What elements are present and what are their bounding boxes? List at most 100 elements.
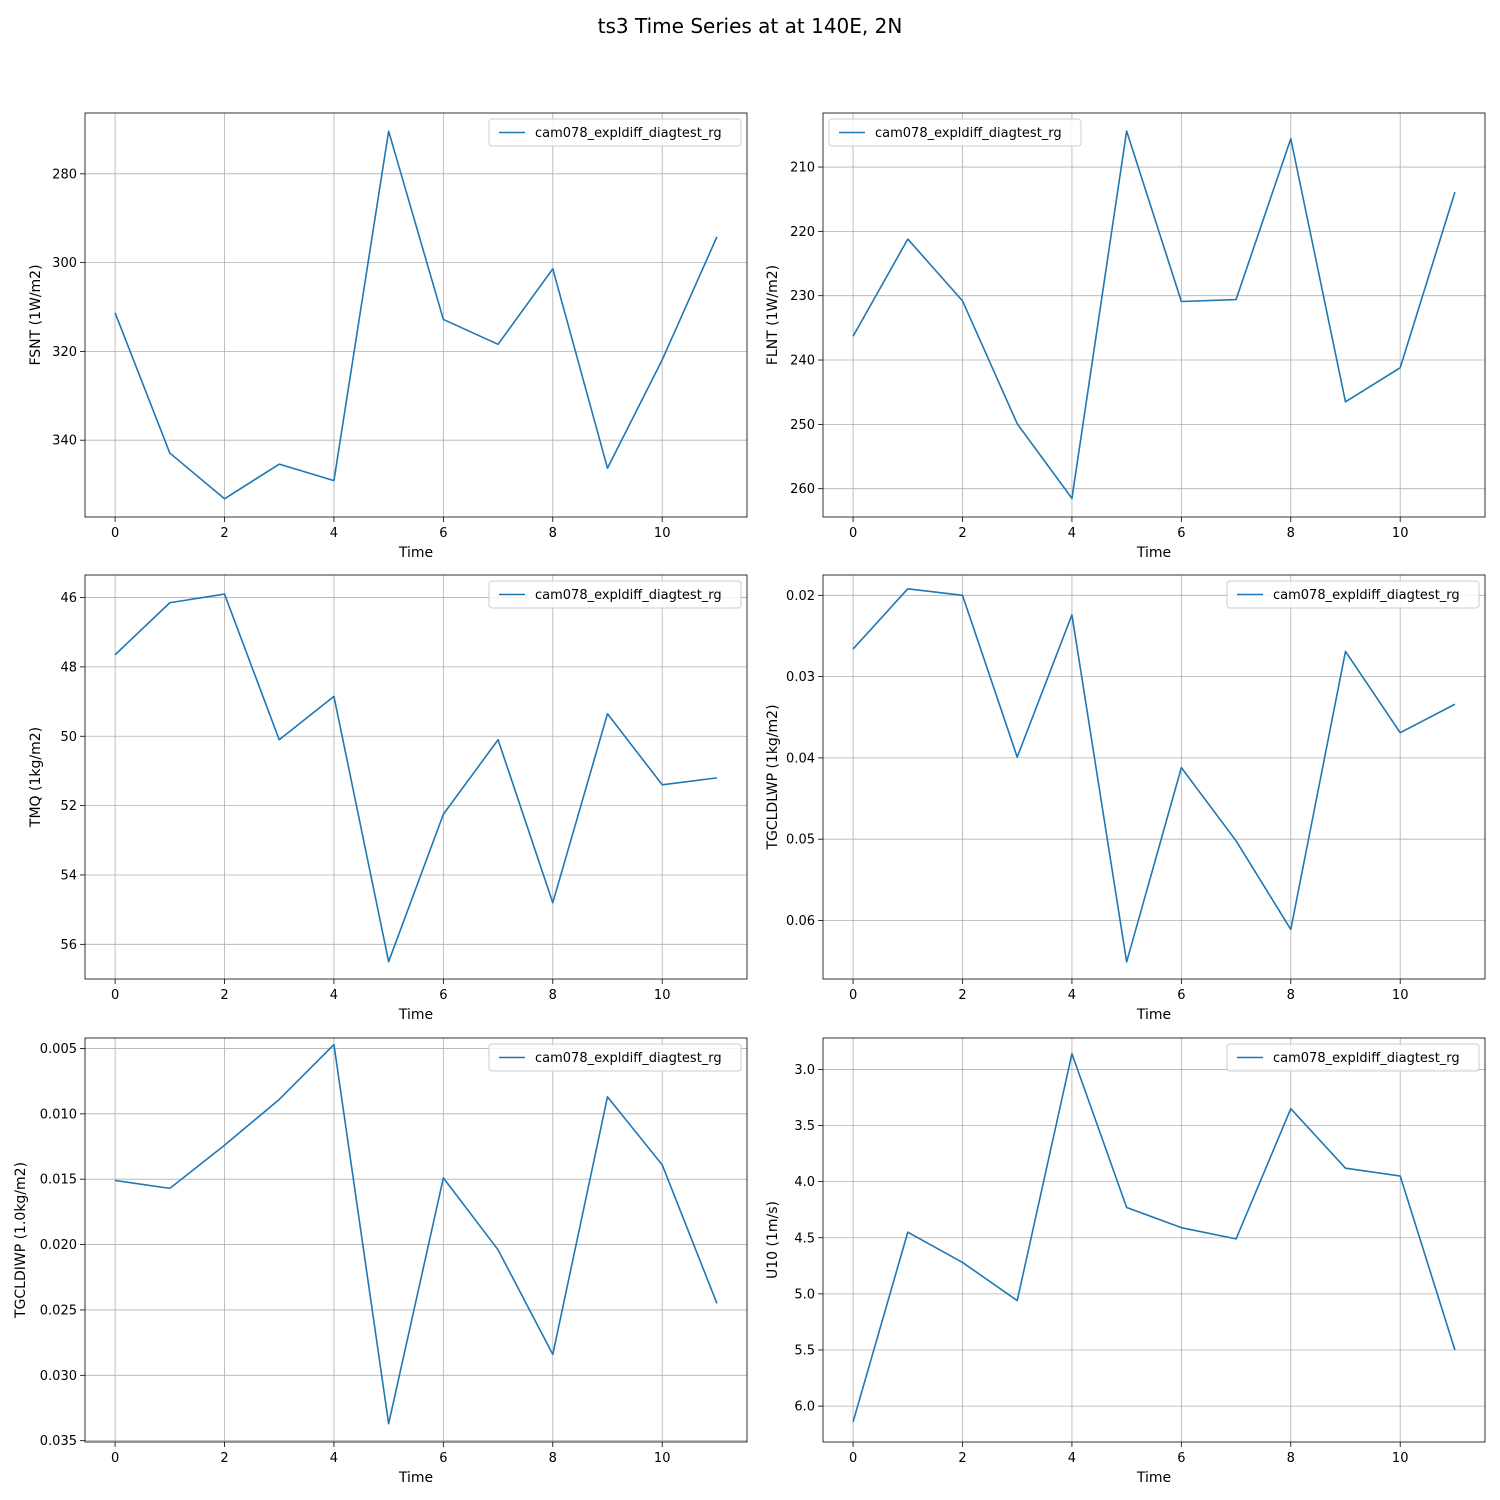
y-tick-label: 6.0 [794, 1400, 815, 1415]
x-tick-label: 2 [220, 988, 228, 1003]
legend-box [828, 118, 1082, 147]
y-tick-label: 340 [52, 434, 77, 449]
x-tick-label: 6 [1177, 1451, 1185, 1466]
y-tick-label: 0.035 [40, 1434, 77, 1449]
series-line-1 [852, 1052, 1456, 1423]
x-tick-label: 4 [330, 526, 338, 541]
y-tick-label: 5.5 [794, 1343, 815, 1358]
legend-label: cam078_expldiff_diagtest_rg [875, 126, 1062, 141]
y-tick-label: 0.06 [786, 914, 815, 929]
x-tick-label: 10 [1392, 1451, 1409, 1466]
legend-label: cam078_expldiff_diagtest_rg [1273, 588, 1460, 603]
series-line-1 [852, 588, 1456, 963]
legend-label: cam078_expldiff_diagtest_rg [535, 1051, 722, 1066]
x-tick-label: 2 [220, 526, 228, 541]
legend-label: cam078_expldiff_diagtest_rg [1273, 1051, 1460, 1066]
x-axis-label: Time [398, 1007, 433, 1023]
x-axis-label: Time [1136, 545, 1171, 561]
x-tick-label: 6 [1177, 988, 1185, 1003]
x-tick-label: 0 [111, 526, 119, 541]
x-tick-label: 4 [330, 1451, 338, 1466]
y-tick-label: 5.0 [794, 1287, 815, 1302]
x-tick-label: 8 [1287, 988, 1295, 1003]
y-tick-label: 210 [790, 161, 815, 176]
y-tick-label: 4.5 [794, 1231, 815, 1246]
y-tick-label: 0.010 [40, 1107, 77, 1122]
axes-frame [822, 112, 1486, 518]
y-tick-label: 300 [52, 256, 77, 271]
y-axis-label: TGCLDIWP (1.0kg/m2) [13, 1162, 29, 1319]
x-tick-label: 10 [1392, 526, 1409, 541]
y-tick-label: 0.015 [40, 1173, 77, 1188]
legend: cam078_expldiff_diagtest_rg [828, 118, 1082, 147]
legend-box [488, 118, 742, 147]
y-tick-label: 4.0 [794, 1175, 815, 1190]
x-tick-label: 0 [111, 1451, 119, 1466]
x-tick-label: 10 [1392, 988, 1409, 1003]
y-tick-label: 230 [790, 289, 815, 304]
x-tick-label: 0 [849, 1451, 857, 1466]
y-tick-label: 260 [790, 482, 815, 497]
y-tick-label: 0.005 [40, 1042, 77, 1057]
y-tick-label: 240 [790, 354, 815, 369]
x-tick-label: 0 [111, 988, 119, 1003]
y-tick-label: 48 [60, 660, 77, 675]
subplot-1: 0 2 4 6 8 10 280 300 320 340 Time FSNT (1W/m2) cam07… [28, 112, 748, 561]
x-axis-label: Time [1136, 1470, 1171, 1486]
axes-frame [822, 574, 1486, 980]
y-tick-label: 0.025 [40, 1303, 77, 1318]
x-tick-label: 6 [439, 988, 447, 1003]
x-axis-label: Time [398, 1470, 433, 1486]
y-tick-label: 220 [790, 225, 815, 240]
x-tick-label: 8 [1287, 1451, 1295, 1466]
x-tick-label: 6 [439, 526, 447, 541]
series-line-1 [852, 130, 1456, 500]
y-tick-label: 52 [60, 799, 77, 814]
y-tick-label: 46 [60, 591, 77, 606]
y-tick-label: 0.020 [40, 1238, 77, 1253]
series-line-1 [114, 130, 718, 500]
y-tick-label: 320 [52, 345, 77, 360]
subplot-6: 0 2 4 6 8 10 3.0 3.5 4.0 4.5 5.0 5.5 6.0 Time U10 (1m/… [765, 1037, 1486, 1486]
y-tick-label: 0.03 [786, 670, 815, 685]
x-tick-label: 8 [1287, 526, 1295, 541]
x-axis-label: Time [398, 545, 433, 561]
x-tick-label: 4 [330, 988, 338, 1003]
y-tick-label: 0.030 [40, 1369, 77, 1384]
subplot-5: 0 2 4 6 8 10 0.005 0.010 0.015 0.020 0.025 0.030 0.0… [13, 1037, 748, 1486]
legend-box [1226, 1043, 1480, 1072]
legend-label: cam078_expldiff_diagtest_rg [535, 126, 722, 141]
y-tick-label: 50 [60, 730, 77, 745]
legend-label: cam078_expldiff_diagtest_rg [535, 588, 722, 603]
legend-box [488, 1043, 742, 1072]
x-tick-label: 2 [958, 526, 966, 541]
axes-frame [84, 1037, 748, 1443]
x-tick-label: 10 [654, 526, 671, 541]
x-tick-label: 0 [849, 526, 857, 541]
x-tick-label: 10 [654, 1451, 671, 1466]
x-tick-label: 2 [958, 988, 966, 1003]
y-tick-label: 56 [60, 938, 77, 953]
x-tick-label: 10 [654, 988, 671, 1003]
series-line-1 [114, 1043, 718, 1425]
axes-frame [84, 574, 748, 980]
y-tick-label: 3.0 [794, 1063, 815, 1078]
figure-title: ts3 Time Series at at 140E, 2N [597, 14, 903, 38]
y-tick-label: 280 [52, 167, 77, 182]
y-axis-label: FSNT (1W/m2) [28, 264, 44, 365]
x-tick-label: 0 [849, 988, 857, 1003]
axes-frame [822, 1037, 1486, 1443]
legend: cam078_expldiff_diagtest_rg [1226, 580, 1480, 609]
legend: cam078_expldiff_diagtest_rg [488, 1043, 742, 1072]
y-tick-label: 0.02 [786, 589, 815, 604]
y-tick-label: 3.5 [794, 1119, 815, 1134]
axes-frame [84, 112, 748, 518]
y-tick-label: 0.05 [786, 833, 815, 848]
y-tick-label: 0.04 [786, 751, 815, 766]
legend: cam078_expldiff_diagtest_rg [1226, 1043, 1480, 1072]
x-tick-label: 2 [958, 1451, 966, 1466]
y-tick-label: 54 [60, 868, 77, 883]
x-tick-label: 4 [1068, 526, 1076, 541]
